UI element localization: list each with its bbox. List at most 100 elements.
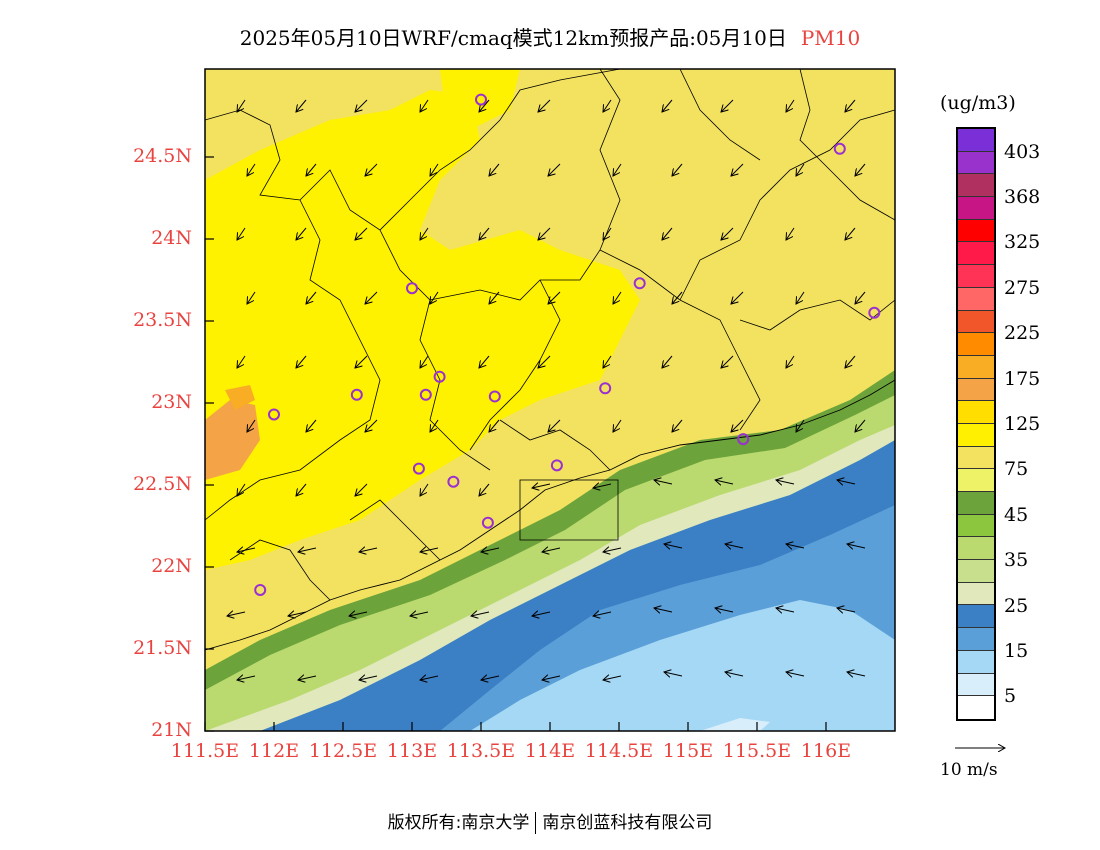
monitoring-stations	[254, 93, 881, 596]
wind-arrow	[786, 227, 795, 240]
wind-arrow	[731, 163, 744, 176]
colorbar-segment	[958, 446, 994, 470]
wind-arrow	[613, 163, 622, 176]
wind-arrow	[298, 676, 317, 680]
colorbar-segment	[958, 197, 994, 220]
colorbar-segment	[958, 696, 994, 719]
station-marker	[550, 459, 563, 472]
colorbar-segment	[958, 560, 994, 583]
wind-arrow	[355, 483, 368, 496]
lat-label: 24.5N	[133, 145, 192, 167]
colorbar-tick-label: 35	[1004, 549, 1029, 572]
wind-arrow	[349, 612, 368, 616]
wind-arrow	[603, 676, 622, 680]
wind-arrow	[237, 548, 256, 552]
wind-arrow	[603, 355, 612, 368]
wind-arrow	[593, 612, 612, 616]
wind-arrow	[664, 544, 683, 548]
wind-arrow	[672, 163, 683, 176]
wind-arrow	[355, 355, 368, 368]
wind-arrow	[306, 419, 317, 432]
wind-arrow	[481, 548, 500, 552]
colorbar-segment	[958, 423, 994, 447]
wind-arrow	[593, 484, 612, 488]
colorbar-segment	[958, 650, 994, 674]
lon-label: 114.5E	[584, 740, 654, 762]
wind-arrow	[237, 676, 256, 680]
wind-arrow	[796, 163, 805, 176]
sea-light	[470, 600, 895, 731]
wind-arrow	[548, 163, 561, 176]
station-marker	[481, 516, 494, 529]
wind-arrow	[721, 99, 734, 112]
sea-lightest	[700, 718, 770, 731]
colorbar-segment	[958, 378, 994, 402]
wind-arrow	[725, 544, 744, 548]
wind-arrow	[479, 355, 490, 368]
colorbar-segment	[958, 673, 994, 697]
colorbar-segment	[958, 514, 994, 538]
station-marker	[447, 475, 460, 488]
wind-arrow	[237, 227, 246, 240]
wind-arrow	[420, 483, 429, 496]
coastline	[205, 379, 895, 651]
wind-arrow	[288, 612, 307, 616]
wind-arrow	[479, 227, 490, 240]
lat-label: 22.5N	[133, 473, 192, 495]
wind-arrow	[855, 419, 866, 432]
wind-arrow	[538, 99, 551, 112]
wind-arrow	[725, 672, 744, 676]
wind-arrow	[359, 676, 378, 680]
wind-arrow	[420, 227, 429, 240]
colorbar-segment	[958, 129, 994, 152]
colorbar-tick-label: 225	[1004, 322, 1041, 345]
lon-label: 114E	[524, 740, 576, 762]
wind-arrow	[247, 291, 256, 304]
station-marker	[599, 382, 612, 395]
lon-label: 112.5E	[308, 740, 378, 762]
wind-arrow	[837, 480, 856, 484]
colorbar-tick-label: 25	[1004, 594, 1029, 617]
lat-label: 24N	[151, 227, 192, 249]
lat-label: 21N	[151, 719, 192, 741]
station-marker	[833, 142, 846, 155]
wind-arrow	[855, 291, 866, 304]
wind-arrow	[306, 291, 317, 304]
station-marker	[475, 93, 487, 106]
wind-arrow	[786, 99, 795, 112]
copyright-text: 版权所有:南京大学	[387, 813, 530, 833]
lon-label: 115.5E	[722, 740, 792, 762]
colorbar-tick-label: 325	[1004, 231, 1041, 254]
colorbar-segment	[958, 287, 994, 311]
wind-arrow	[479, 99, 490, 112]
wind-arrow	[847, 544, 866, 548]
wind-arrow	[247, 163, 256, 176]
wind-arrow	[721, 355, 734, 368]
hk-box	[519, 479, 619, 541]
colorbar-segment	[958, 242, 994, 266]
wind-arrow	[613, 291, 622, 304]
map-title: 2025年05月10日WRF/cmaq模式12km预报产品:05月10日 PM10	[0, 22, 1100, 51]
wind-arrow	[731, 291, 744, 304]
wind-arrow	[306, 163, 317, 176]
lat-label: 23.5N	[133, 309, 192, 331]
colorbar-segment	[958, 333, 994, 356]
station-marker	[268, 408, 280, 421]
wind-arrow	[479, 483, 490, 496]
wind-vectors	[227, 99, 866, 680]
station-marker	[419, 388, 432, 401]
wind-arrow	[603, 227, 612, 240]
wind-arrow	[538, 227, 551, 240]
wind-arrow	[845, 99, 856, 112]
title-text: 2025年05月10日WRF/cmaq模式12km预报产品:05月10日	[239, 26, 787, 50]
wind-arrow	[247, 419, 256, 432]
lon-label: 112E	[248, 740, 300, 762]
colorbar-segment	[958, 174, 994, 198]
wind-arrow	[532, 612, 551, 616]
station-marker	[433, 370, 446, 383]
colorbar-segment	[958, 265, 994, 288]
lat-label: 23N	[151, 391, 192, 413]
lat-label: 22N	[151, 555, 192, 577]
wind-arrow	[548, 419, 561, 432]
wind-arrow	[355, 227, 368, 240]
